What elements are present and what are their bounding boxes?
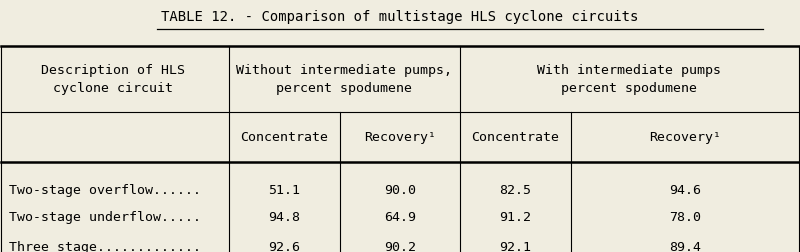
Text: Without intermediate pumps,
percent spodumene: Without intermediate pumps, percent spod… [236,64,452,95]
Text: Recovery¹: Recovery¹ [650,131,722,144]
Text: 94.8: 94.8 [269,211,301,224]
Text: 89.4: 89.4 [670,240,702,252]
Text: 51.1: 51.1 [269,183,301,196]
Text: Three stage.............: Three stage............. [10,240,202,252]
Text: 90.0: 90.0 [384,183,416,196]
Text: Concentrate: Concentrate [241,131,329,144]
Text: 92.1: 92.1 [499,240,531,252]
Text: Recovery¹: Recovery¹ [364,131,436,144]
Text: 91.2: 91.2 [499,211,531,224]
Text: 90.2: 90.2 [384,240,416,252]
Text: Two-stage overflow......: Two-stage overflow...... [10,183,202,196]
Text: Two-stage underflow.....: Two-stage underflow..... [10,211,202,224]
Text: 94.6: 94.6 [670,183,702,196]
Text: 78.0: 78.0 [670,211,702,224]
Text: 82.5: 82.5 [499,183,531,196]
Text: With intermediate pumps
percent spodumene: With intermediate pumps percent spodumen… [538,64,722,95]
Text: 92.6: 92.6 [269,240,301,252]
Text: Description of HLS
cyclone circuit: Description of HLS cyclone circuit [41,64,185,95]
Text: Concentrate: Concentrate [471,131,559,144]
Text: TABLE 12. - Comparison of multistage HLS cyclone circuits: TABLE 12. - Comparison of multistage HLS… [162,10,638,24]
Text: 64.9: 64.9 [384,211,416,224]
